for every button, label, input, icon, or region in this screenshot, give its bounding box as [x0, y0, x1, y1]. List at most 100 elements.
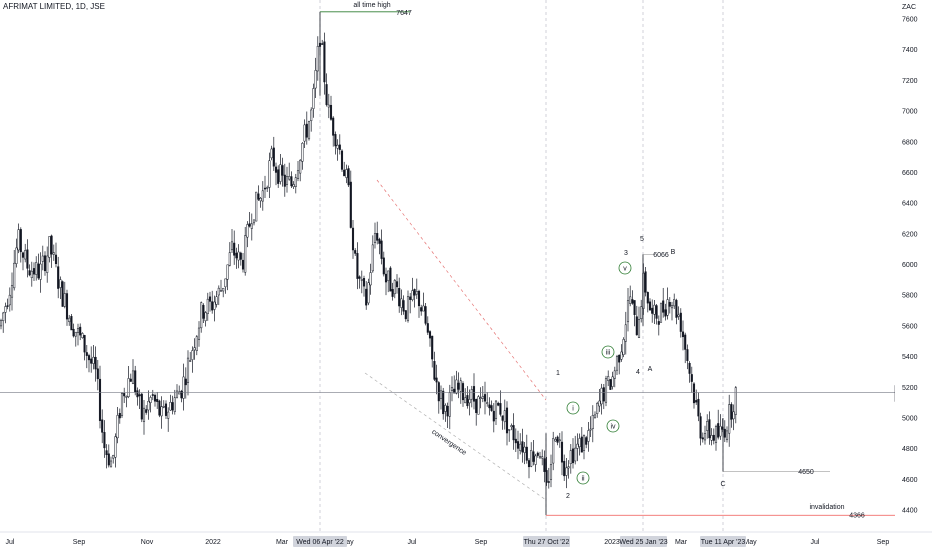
- candle[interactable]: [325, 73, 328, 107]
- candle[interactable]: [136, 387, 139, 406]
- candle[interactable]: [373, 222, 377, 249]
- candle[interactable]: [593, 411, 597, 419]
- candle[interactable]: [356, 242, 359, 290]
- candle[interactable]: [466, 386, 469, 409]
- candle[interactable]: [624, 311, 627, 355]
- candle[interactable]: [692, 382, 696, 409]
- candle[interactable]: [607, 370, 610, 387]
- candle[interactable]: [281, 157, 284, 187]
- candle[interactable]: [512, 413, 515, 450]
- candle[interactable]: [76, 323, 80, 346]
- candle[interactable]: [690, 366, 693, 393]
- candle[interactable]: [57, 256, 60, 299]
- candle[interactable]: [107, 444, 110, 468]
- candle[interactable]: [536, 451, 539, 458]
- candle[interactable]: [200, 301, 203, 333]
- candle[interactable]: [708, 411, 711, 445]
- candle[interactable]: [156, 391, 159, 409]
- candle[interactable]: [662, 287, 665, 318]
- candle[interactable]: [59, 276, 62, 300]
- candle[interactable]: [184, 367, 187, 399]
- candle[interactable]: [274, 162, 278, 186]
- candle[interactable]: [164, 400, 168, 419]
- candle[interactable]: [404, 310, 407, 322]
- candle[interactable]: [516, 430, 520, 460]
- candle[interactable]: [343, 161, 346, 177]
- candle[interactable]: [710, 428, 713, 446]
- candle[interactable]: [180, 389, 183, 403]
- candle[interactable]: [79, 323, 82, 341]
- candle[interactable]: [103, 420, 106, 458]
- candle[interactable]: [237, 244, 240, 269]
- candle[interactable]: [244, 226, 247, 276]
- candle[interactable]: [468, 389, 471, 416]
- candle[interactable]: [171, 395, 174, 415]
- candle[interactable]: [259, 196, 262, 208]
- candle[interactable]: [514, 428, 517, 453]
- candle[interactable]: [292, 181, 295, 190]
- candle[interactable]: [340, 149, 344, 172]
- candle[interactable]: [226, 264, 229, 291]
- candle[interactable]: [32, 262, 36, 282]
- candle[interactable]: [39, 252, 42, 293]
- candle[interactable]: [398, 277, 401, 313]
- candle[interactable]: [270, 145, 273, 161]
- candle[interactable]: [578, 433, 581, 456]
- candle[interactable]: [384, 267, 388, 296]
- candle[interactable]: [655, 304, 658, 325]
- candle[interactable]: [475, 398, 478, 426]
- candle[interactable]: [365, 281, 368, 310]
- candle[interactable]: [620, 344, 623, 362]
- candle[interactable]: [613, 366, 616, 388]
- candle[interactable]: [21, 251, 25, 271]
- candle[interactable]: [296, 160, 300, 182]
- candle[interactable]: [219, 279, 223, 292]
- candle[interactable]: [46, 246, 49, 283]
- candle[interactable]: [534, 453, 537, 472]
- candle[interactable]: [719, 414, 722, 440]
- candle[interactable]: [633, 300, 636, 327]
- candle[interactable]: [686, 344, 689, 370]
- candle[interactable]: [675, 298, 678, 325]
- candle[interactable]: [701, 432, 704, 443]
- candle[interactable]: [283, 163, 286, 197]
- candle[interactable]: [684, 332, 687, 364]
- candle[interactable]: [48, 236, 51, 263]
- candle[interactable]: [635, 305, 638, 336]
- candle[interactable]: [347, 165, 350, 187]
- candle[interactable]: [387, 270, 390, 293]
- candle[interactable]: [160, 396, 163, 429]
- candle[interactable]: [558, 432, 561, 448]
- candle[interactable]: [609, 378, 612, 391]
- candle[interactable]: [61, 280, 64, 307]
- candle[interactable]: [37, 253, 40, 280]
- candle[interactable]: [532, 440, 535, 466]
- candle[interactable]: [547, 467, 550, 489]
- candle[interactable]: [369, 263, 372, 295]
- candle[interactable]: [362, 275, 366, 297]
- candle[interactable]: [442, 387, 445, 420]
- candle[interactable]: [494, 400, 498, 426]
- candle[interactable]: [50, 234, 53, 268]
- candle[interactable]: [83, 334, 86, 361]
- candle[interactable]: [673, 293, 676, 310]
- candle[interactable]: [17, 223, 20, 254]
- candle[interactable]: [629, 285, 632, 307]
- candle[interactable]: [717, 409, 720, 440]
- candle[interactable]: [382, 251, 385, 277]
- candle[interactable]: [173, 389, 176, 415]
- candle[interactable]: [653, 299, 656, 324]
- candle[interactable]: [439, 385, 443, 410]
- candle[interactable]: [131, 359, 135, 385]
- candle[interactable]: [415, 278, 418, 299]
- candle[interactable]: [312, 83, 315, 118]
- candle[interactable]: [162, 400, 165, 409]
- candle[interactable]: [618, 354, 621, 375]
- candle[interactable]: [90, 346, 93, 373]
- candle[interactable]: [129, 373, 132, 382]
- candle[interactable]: [657, 315, 660, 336]
- candle[interactable]: [28, 264, 31, 277]
- candle[interactable]: [446, 402, 449, 429]
- candle[interactable]: [426, 316, 429, 335]
